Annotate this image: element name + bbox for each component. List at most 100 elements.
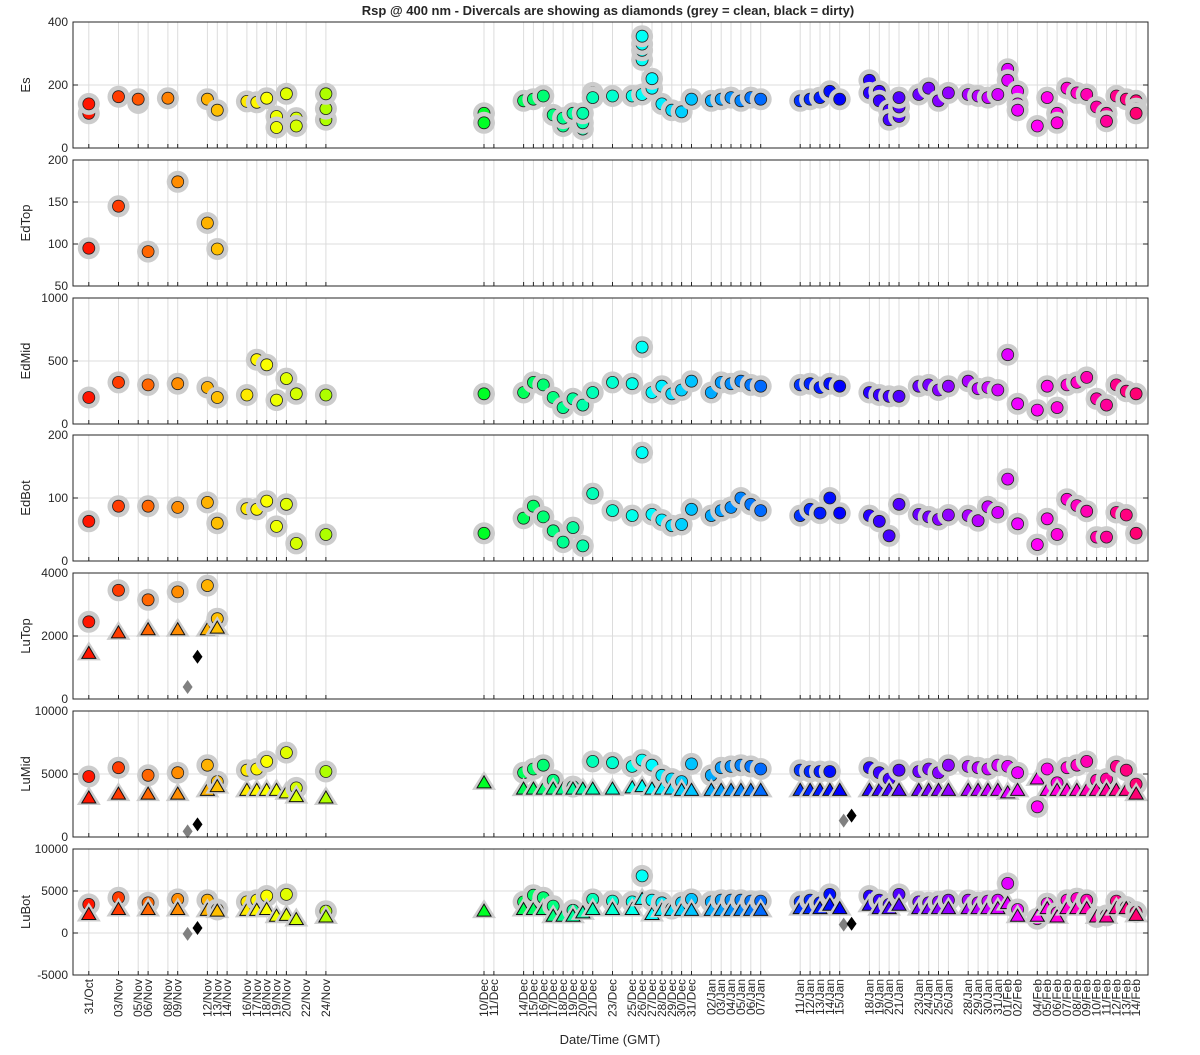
panel-frame: [72, 159, 1149, 287]
x-tick-label: 19/Dec: [566, 979, 580, 1017]
data-point-triangle: [1128, 907, 1145, 921]
data-point-circle: [754, 379, 768, 393]
data-point-circle: [200, 216, 214, 230]
panel-edbot: 0 100 200 EdBot: [18, 428, 1149, 568]
data-point-circle: [260, 358, 274, 372]
data-point-triangle: [831, 782, 848, 796]
data-point-circle: [141, 378, 155, 392]
y-tick-label: 0: [61, 141, 68, 155]
data-point-circle: [141, 593, 155, 607]
y-axis-label: LuMid: [18, 756, 33, 791]
data-point-circle: [754, 762, 768, 776]
x-tick-label: 12/Feb: [1109, 979, 1123, 1017]
panel-edmid: 0 500 1000 EdMid: [18, 291, 1149, 431]
data-point-circle: [270, 393, 283, 407]
x-tick-label: 08/Feb: [1070, 979, 1084, 1017]
data-point-circle: [279, 888, 293, 901]
data-point-circle: [279, 497, 293, 511]
data-point-circle: [477, 526, 491, 540]
panel-lutop: 0 2000 4000 LuTop: [18, 566, 1149, 706]
data-point-circle: [260, 91, 274, 105]
x-tick-label: 16/Nov: [240, 979, 254, 1017]
data-point-triangle: [831, 900, 848, 915]
data-point-circle: [477, 116, 491, 130]
x-tick-label: 04/Jan: [724, 979, 738, 1015]
data-point-triangle: [140, 786, 156, 800]
data-point-circle: [1011, 517, 1024, 531]
data-point-circle: [171, 500, 185, 514]
data-point-circle: [892, 763, 906, 777]
data-point-circle: [289, 537, 303, 550]
data-point-circle: [319, 87, 333, 101]
data-point-circle: [171, 766, 185, 780]
data-point-circle: [1001, 877, 1015, 890]
x-tick-label: 17/Dec: [546, 979, 560, 1017]
x-tick-label: 14/Nov: [220, 979, 234, 1017]
x-tick-label: 24/Nov: [319, 979, 333, 1017]
divercal-dirty-diamond: [192, 817, 203, 832]
y-tick-label: 0: [61, 417, 68, 431]
panel-background: [73, 160, 1148, 286]
y-tick-label: 2000: [41, 629, 68, 643]
x-tick-label: 28/Dec: [655, 979, 669, 1017]
data-point-circle: [892, 91, 906, 104]
data-point-circle: [517, 511, 530, 525]
panel-frame: [72, 848, 1149, 976]
data-point-circle: [141, 768, 155, 782]
data-point-circle: [260, 494, 274, 508]
data-point-circle: [112, 199, 125, 213]
data-point-triangle: [1009, 908, 1026, 922]
data-point-circle: [1001, 348, 1015, 362]
y-tick-label: 5000: [41, 884, 68, 898]
divercal-clean-diamond: [182, 824, 193, 839]
data-point-circle: [991, 506, 1005, 519]
data-point-circle: [270, 520, 283, 533]
data-point-circle: [1011, 766, 1024, 780]
data-point-circle: [1129, 526, 1143, 540]
x-tick-label: 11/Feb: [1100, 979, 1114, 1016]
x-tick-label: 06/Nov: [141, 979, 155, 1017]
data-point-circle: [833, 506, 847, 520]
data-point-circle: [82, 770, 96, 783]
data-point-circle: [991, 88, 1005, 101]
data-point-circle: [82, 514, 96, 528]
data-point-circle: [1080, 504, 1094, 518]
data-point-circle: [833, 379, 847, 393]
data-point-circle: [1030, 403, 1044, 417]
panel-es: 0 200 400 Es: [18, 15, 1149, 155]
data-point-circle: [872, 514, 886, 528]
data-point-triangle: [940, 900, 957, 915]
data-point-circle: [279, 87, 293, 101]
data-point-circle: [1129, 106, 1143, 120]
y-tick-label: 500: [48, 354, 68, 368]
x-tick-label: 15/Dec: [526, 979, 540, 1017]
data-point-circle: [635, 446, 649, 460]
x-tick-label: 08/Nov: [161, 979, 175, 1017]
data-point-circle: [586, 755, 600, 768]
data-point-triangle: [1009, 782, 1026, 796]
data-point-circle: [823, 765, 837, 778]
data-point-circle: [892, 389, 906, 403]
x-tick-label: 13/Jan: [813, 979, 827, 1015]
y-tick-label: 100: [48, 237, 68, 251]
data-point-triangle: [140, 901, 156, 915]
y-tick-label: 0: [61, 554, 68, 568]
data-point-circle: [606, 89, 619, 103]
data-point-circle: [754, 504, 768, 518]
data-point-circle: [112, 761, 125, 775]
y-tick-label: 4000: [41, 566, 68, 580]
data-point-circle: [536, 89, 550, 103]
y-axis-label: EdTop: [18, 205, 33, 242]
data-point-circle: [675, 518, 688, 531]
data-point-circle: [1040, 512, 1054, 526]
x-tick-label: 07/Feb: [1060, 979, 1074, 1017]
data-point-circle: [1129, 387, 1143, 401]
x-tick-label: 06/Feb: [1050, 979, 1064, 1017]
data-point-triangle: [80, 906, 97, 921]
y-axis-label: LuTop: [18, 618, 33, 653]
data-point-circle: [279, 746, 293, 759]
x-tick-label: 24/Jan: [922, 979, 936, 1015]
data-point-circle: [112, 583, 125, 597]
